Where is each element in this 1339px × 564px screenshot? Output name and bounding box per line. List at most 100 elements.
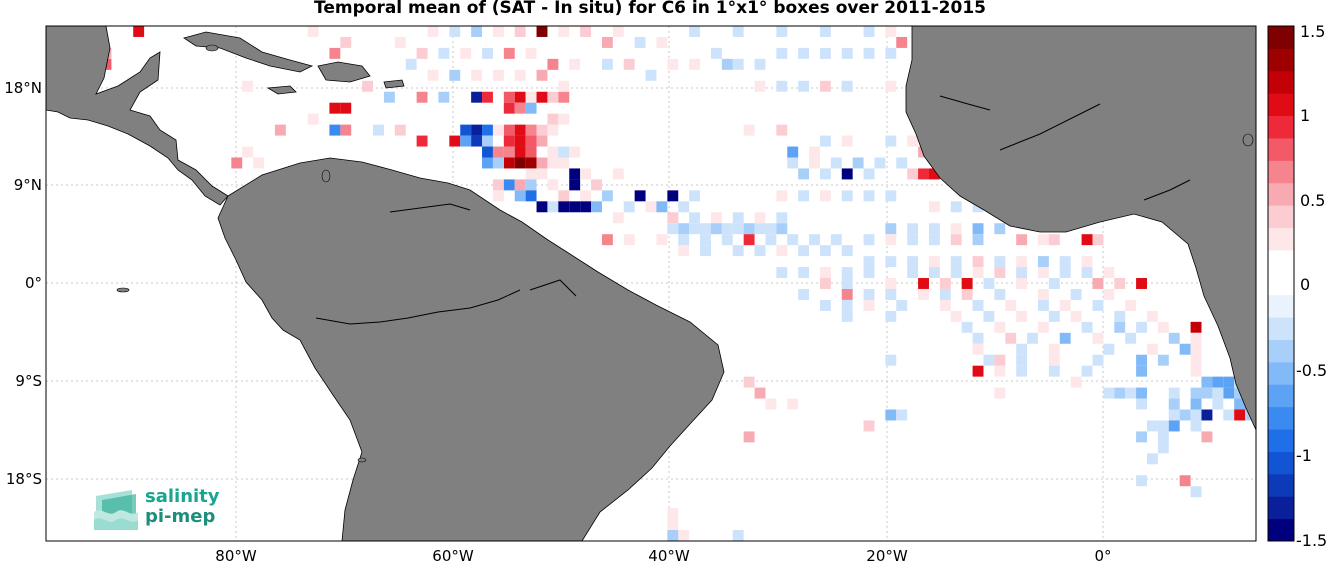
heatmap-cell [569,146,581,158]
map-title: Temporal mean of (SAT - In situ) for C6 … [314,0,986,18]
heatmap-cell [1037,321,1049,333]
heatmap-cell [471,69,483,81]
heatmap-cell [536,124,548,136]
heatmap-cell [994,365,1006,377]
heatmap-cell [580,190,592,202]
heatmap-cell [1037,256,1049,268]
heatmap-cell [841,135,853,147]
heatmap-cell [896,299,908,311]
colorbar-segment [1268,294,1294,318]
heatmap-cell [950,256,962,268]
map-frame [45,25,1257,542]
heatmap-cell [754,80,766,92]
heatmap-cell [961,288,973,300]
heatmap-cell [950,234,962,246]
heatmap-cell [700,223,711,235]
heatmap-cell [830,234,842,246]
heatmap-cell [1037,267,1049,279]
heatmap-cell [972,365,984,377]
heatmap-cell [950,201,962,213]
heatmap-cell [416,47,428,59]
heatmap-cell [1103,267,1115,279]
heatmap-cell [525,91,537,103]
heatmap-cell [667,519,679,531]
heatmap-cell [449,26,461,37]
heatmap-cell [373,124,384,136]
heatmap-cell [634,36,646,48]
heatmap-cell [1223,387,1235,399]
heatmap-cell [1179,343,1191,355]
heatmap-cell [525,102,537,114]
heatmap-cell [983,310,995,322]
heatmap-cell [667,58,679,70]
heatmap-cell [1016,343,1028,355]
heatmap-cell [514,91,526,103]
colorbar-segment [1268,115,1294,139]
heatmap-cell [863,267,875,279]
heatmap-cell [972,223,984,235]
heatmap-cell [471,124,483,136]
heatmap-cell [1059,267,1071,279]
heatmap-cell [558,157,570,169]
heatmap-cell [1168,420,1180,432]
heatmap-cell [1190,486,1202,498]
heatmap-cell [1048,234,1060,246]
heatmap-cell [558,26,570,37]
heatmap-cell [983,354,995,366]
heatmap-cell [416,135,428,147]
heatmap-cell [809,146,820,158]
heatmap-cell [841,80,853,92]
heatmap-cell [1136,398,1147,410]
heatmap-cell [841,190,853,202]
heatmap-cell [1157,354,1169,366]
heatmap-cell [819,80,831,92]
heatmap-cell [405,58,417,70]
heatmap-cell [547,113,559,125]
heatmap-cell [547,157,559,169]
y-tick-label: 9°S [15,372,42,390]
heatmap-cell [1048,310,1060,322]
heatmap-cell [1114,321,1126,333]
heatmap-cell [689,190,701,202]
colorbar-segment [1268,160,1294,184]
heatmap-cell [1092,354,1104,366]
colorbar-segment [1268,48,1294,72]
heatmap-cell [928,234,940,246]
heatmap-cell [1114,278,1126,289]
south-america-landmass [217,157,725,541]
heatmap-cell [994,387,1006,399]
heatmap-cell [907,256,919,268]
heatmap-cell [721,234,733,246]
heatmap-cell [885,223,897,235]
heatmap-cell [525,190,537,202]
heatmap-cell [994,223,1006,235]
heatmap-cell [809,234,820,246]
heatmap-cell [569,168,581,180]
colorbar-tick-label: 1.5 [1300,22,1325,41]
heatmap-cell [492,146,504,158]
colorbar-tick-label: 0.5 [1300,191,1325,210]
heatmap-cell [732,245,744,257]
heatmap-cell [863,47,875,59]
colorbar-segment [1268,272,1294,296]
colorbar-segment [1268,26,1294,49]
heatmap-cell [383,91,395,103]
heatmap-cell [819,299,831,311]
heatmap-cell [1146,310,1158,322]
heatmap-cell [503,91,515,103]
heatmap-cell [732,530,744,541]
y-tick-label: 18°S [6,470,42,488]
heatmap-cell [1016,310,1028,322]
heatmap-cell [787,234,799,246]
heatmap-cell [471,91,483,103]
heatmap-cell [340,124,352,136]
heatmap-cell [885,47,897,59]
colorbar-segment [1268,93,1294,117]
logo-text-salinity: salinity [145,486,220,507]
heatmap-cell [841,245,853,257]
heatmap-cell [1103,387,1115,399]
heatmap-cell [253,157,265,169]
heatmap-cell [1146,420,1158,432]
heatmap-cell [482,47,493,59]
heatmap-cell [907,135,919,147]
